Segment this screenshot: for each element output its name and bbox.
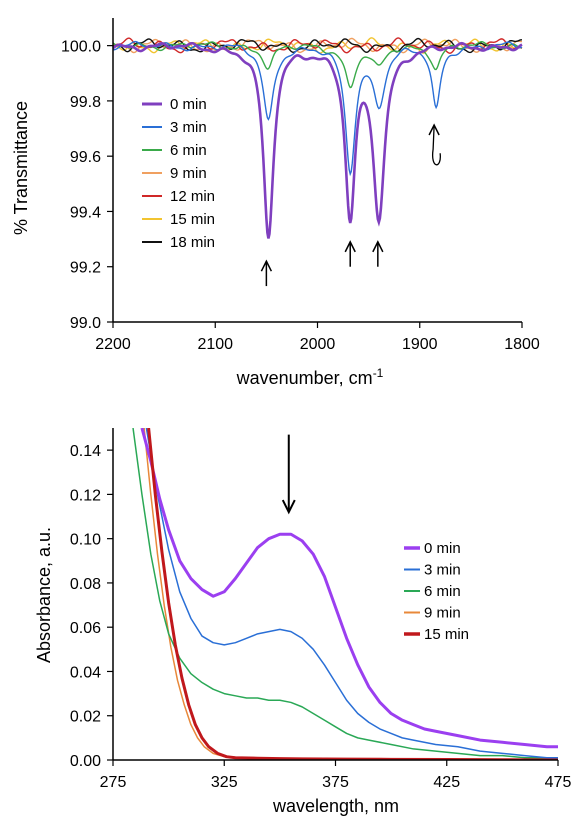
uv-x-tick-labels: 275 325 375 425 475 <box>100 774 572 791</box>
ir-x-tick-labels: 2200 2100 2000 1900 1800 <box>95 336 540 353</box>
ir-series-line-0-min <box>112 41 523 239</box>
ir-arrow-head <box>372 240 384 253</box>
ir-series-line-12-min <box>112 37 523 54</box>
uv-x-tick-label: 275 <box>100 774 127 791</box>
uv-y-tick-label: 0.08 <box>70 576 101 593</box>
uv-legend: 0 min 3 min 6 min 9 min 15 min <box>404 540 469 643</box>
uv-tick-marks <box>107 449 559 766</box>
ir-x-axis-title: wavenumber, cm-1 <box>236 366 384 388</box>
ir-y-tick-label: 99.8 <box>70 94 101 111</box>
ir-arrow-head <box>344 240 356 253</box>
uv-x-tick-label: 425 <box>433 774 460 791</box>
ir-y-tick-label: 99.0 <box>70 315 101 332</box>
uv-y-tick-label: 0.10 <box>70 532 101 549</box>
uv-y-tick-labels: 0.00 0.02 0.04 0.06 0.08 0.10 0.12 0.14 <box>70 443 101 770</box>
uv-legend-label: 0 min <box>424 540 461 557</box>
ir-annotations <box>260 123 441 287</box>
uv-legend-label: 6 min <box>424 583 461 600</box>
uv-series-line-3-min <box>145 428 558 759</box>
ir-y-tick-labels: 99.0 99.2 99.4 99.6 99.8 100.0 <box>61 39 101 332</box>
uv-legend-label: 3 min <box>424 562 461 579</box>
ir-curved-arrow <box>431 125 441 166</box>
uv-series-line-6-min <box>132 428 558 759</box>
ir-x-tick-label: 2200 <box>95 336 131 353</box>
uv-y-axis-title: Absorbance, a.u. <box>34 527 54 663</box>
ir-series-line-6-min <box>112 41 523 89</box>
uv-y-tick-label: 0.12 <box>70 487 101 504</box>
uv-y-tick-label: 0.04 <box>70 664 101 681</box>
ir-legend: 0 min 3 min 6 min 9 min 12 min 15 min 18 min <box>142 96 215 251</box>
uv-series-line-9-min <box>143 428 558 760</box>
ir-legend-label: 18 min <box>170 234 215 251</box>
ir-arrow-head <box>260 259 273 272</box>
ir-legend-label: 9 min <box>170 165 207 182</box>
uv-legend-label: 9 min <box>424 605 461 622</box>
uv-y-tick-label: 0.02 <box>70 709 101 726</box>
ir-legend-label: 6 min <box>170 142 207 159</box>
ir-legend-label: 15 min <box>170 211 215 228</box>
ir-y-tick-label: 99.6 <box>70 149 101 166</box>
ir-curved-arrow-head <box>428 123 440 136</box>
ir-y-tick-label: 99.2 <box>70 260 101 277</box>
uv-x-tick-label: 375 <box>322 774 349 791</box>
uv-legend-label: 15 min <box>424 626 469 643</box>
uv-series-lines <box>132 428 558 760</box>
uv-y-tick-label: 0.14 <box>70 443 101 460</box>
uv-y-tick-label: 0.00 <box>70 753 101 770</box>
uv-x-tick-label: 475 <box>545 774 572 791</box>
uv-series-line-0-min <box>140 428 558 749</box>
ir-legend-label: 0 min <box>170 96 207 113</box>
ir-series-line-9-min <box>112 37 523 54</box>
ir-x-tick-label: 1800 <box>504 336 540 353</box>
ir-x-tick-label: 2000 <box>300 336 336 353</box>
ir-series-lines <box>112 37 523 239</box>
uv-annotations <box>281 434 296 515</box>
ir-series-line-3-min <box>112 40 523 177</box>
ir-legend-label: 3 min <box>170 119 207 136</box>
ir-y-tick-label: 100.0 <box>61 39 101 56</box>
uv-chart: 275 325 375 425 475 0.00 0.02 0.04 0.06 0.08 0.10… <box>34 428 571 816</box>
uv-arrow-head <box>281 499 296 515</box>
uv-x-axis-title: wavelength, nm <box>272 796 399 816</box>
uv-x-tick-label: 325 <box>211 774 238 791</box>
ir-x-tick-label: 1900 <box>402 336 438 353</box>
ir-legend-label: 12 min <box>170 188 215 205</box>
ir-x-tick-label: 2100 <box>197 336 233 353</box>
uv-y-tick-label: 0.06 <box>70 620 101 637</box>
ir-tick-marks <box>107 45 523 328</box>
uv-axes <box>112 428 558 761</box>
ir-chart: 2200 2100 2000 1900 1800 99.099.299.499.699.… <box>11 18 540 388</box>
ir-y-tick-label: 99.4 <box>70 204 101 221</box>
ir-y-axis-title: % Transmittance <box>11 101 31 235</box>
